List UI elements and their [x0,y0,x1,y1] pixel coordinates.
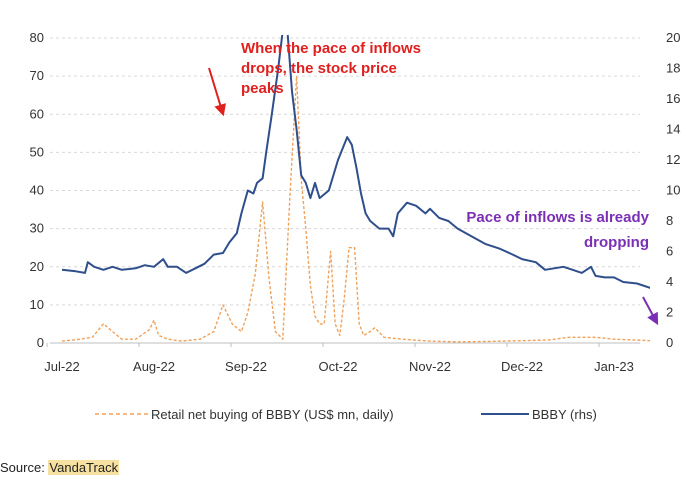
left-tick-label: 40 [30,183,44,198]
right-tick-label: 20 [666,30,680,45]
left-tick-label: 10 [30,297,44,312]
annotation-red-line: peaks [241,80,284,97]
annotations: When the pace of inflows drops, the stock… [208,40,659,326]
left-tick-label: 50 [30,144,44,159]
legend-label-retail: Retail net buying of BBBY (US$ mn, daily… [151,407,394,422]
annotation-red-line: drops, the stock price [241,60,397,77]
annotation-red-arrow [208,67,226,117]
right-tick-label: 2 [666,305,673,320]
annotation-purple-line: dropping [584,234,649,251]
gridlines [50,37,640,344]
x-tick-label: Dec-22 [501,359,543,374]
left-tick-label: 70 [30,68,44,83]
right-tick-label: 8 [666,213,673,228]
left-tick-label: 30 [30,221,44,236]
x-tick-label: Jul-22 [44,359,79,374]
right-tick-label: 0 [666,335,673,350]
source-name: VandaTrack [48,460,120,475]
right-tick-label: 16 [666,91,680,106]
chart: 0 10 20 30 40 50 60 70 80 0 2 4 6 8 10 12 14 16 18 20 Jul-… [30,30,681,422]
right-tick-label: 10 [666,183,680,198]
series-line-retail [61,75,650,343]
x-tick-label: Oct-22 [318,359,357,374]
legend: Retail net buying of BBBY (US$ mn, daily… [95,407,597,422]
left-tick-label: 60 [30,106,44,121]
annotation-purple-line: Pace of inflows is already [466,209,649,226]
annotation-purple-arrow [642,296,659,326]
x-tick-label: Sep-22 [225,359,267,374]
x-tick-label: Aug-22 [133,359,175,374]
right-tick-label: 6 [666,244,673,259]
right-axis: 0 2 4 6 8 10 12 14 16 18 20 [666,30,680,350]
right-tick-label: 4 [666,274,673,289]
x-tick-label: Jan-23 [594,359,634,374]
series-layer [61,35,650,343]
right-tick-label: 18 [666,61,680,76]
left-tick-label: 20 [30,259,44,274]
annotation-red-line: When the pace of inflows [241,40,421,57]
x-tick-label: Nov-22 [409,359,451,374]
left-tick-label: 80 [30,30,44,45]
left-axis: 0 10 20 30 40 50 60 70 80 [30,30,44,350]
right-tick-label: 14 [666,122,680,137]
right-tick-label: 12 [666,152,680,167]
left-tick-label: 0 [37,335,44,350]
x-axis: Jul-22 Aug-22 Sep-22 Oct-22 Nov-22 Dec-22 Jan-… [44,343,634,374]
source-prefix: Source: [0,460,49,475]
legend-label-bbby: BBBY (rhs) [532,407,597,422]
source-note: Source: VandaTrack [0,460,120,475]
series-line-bbby [61,35,650,289]
